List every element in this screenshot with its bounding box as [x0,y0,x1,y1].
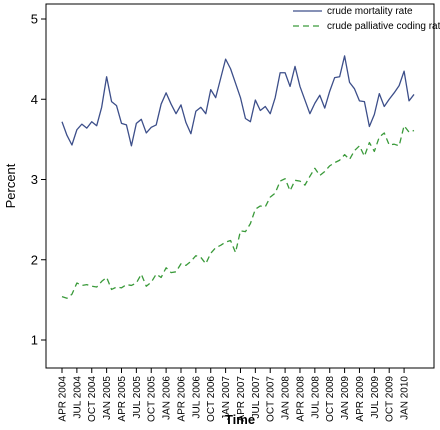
x-tick-label-jan-2006: JAN 2006 [162,376,173,420]
x-tick-label-jul-2008: JUL 2008 [310,376,321,419]
y-tick-label-3: 3 [31,172,38,187]
x-tick-label-apr-2005: APR 2005 [117,376,128,422]
x-tick-label-jul-2006: JUL 2006 [191,376,202,419]
x-tick-label-oct-2005: OCT 2005 [147,376,158,422]
x-tick-label-jan-2005: JAN 2005 [102,376,113,420]
x-tick-label-jan-2010: JAN 2010 [400,376,411,420]
y-tick-label-4: 4 [31,92,38,107]
y-tick-label-5: 5 [31,12,38,27]
legend-label-crude-palliative-coding-rate: crude palliative coding rate [327,21,440,32]
x-tick-label-jul-2009: JUL 2009 [370,376,381,419]
y-axis-ticks: 1 2 3 4 5 [31,12,46,348]
x-tick-label-jul-2005: JUL 2005 [132,376,143,419]
x-tick-label-apr-2007: APR 2007 [236,376,247,422]
series-layer [61,55,415,299]
series-line-crude-mortality-rate [61,55,415,147]
y-tick-label-1: 1 [31,333,38,348]
x-tick-label-oct-2004: OCT 2004 [87,376,98,422]
x-tick-label-jan-2008: JAN 2008 [281,376,292,420]
x-axis-ticks: APR 2004 JUL 2004 OCT 2004 JAN 2005 APR 2005… [58,368,411,422]
x-tick-label-jul-2004: JUL 2004 [72,376,83,419]
legend: crude mortality rate crude palliative co… [293,6,440,32]
y-axis-title: Percent [3,163,18,208]
x-tick-label-jul-2007: JUL 2007 [251,376,262,419]
series-line-crude-palliative-coding-rate [61,125,415,299]
x-tick-label-oct-2009: OCT 2009 [385,376,396,422]
x-tick-label-jan-2009: JAN 2009 [340,376,351,420]
x-tick-label-oct-2006: OCT 2006 [206,376,217,422]
x-tick-label-jan-2007: JAN 2007 [221,376,232,420]
y-tick-label-2: 2 [31,252,38,267]
x-axis-title: Time [225,412,255,427]
x-tick-label-apr-2009: APR 2009 [355,376,366,422]
plot-area [45,3,435,369]
x-tick-label-apr-2004: APR 2004 [58,376,69,422]
x-tick-label-oct-2008: OCT 2008 [325,376,336,422]
x-tick-label-oct-2007: OCT 2007 [266,376,277,422]
x-tick-label-apr-2008: APR 2008 [295,376,306,422]
x-tick-label-apr-2006: APR 2006 [176,376,187,422]
legend-label-crude-mortality-rate: crude mortality rate [327,6,413,17]
